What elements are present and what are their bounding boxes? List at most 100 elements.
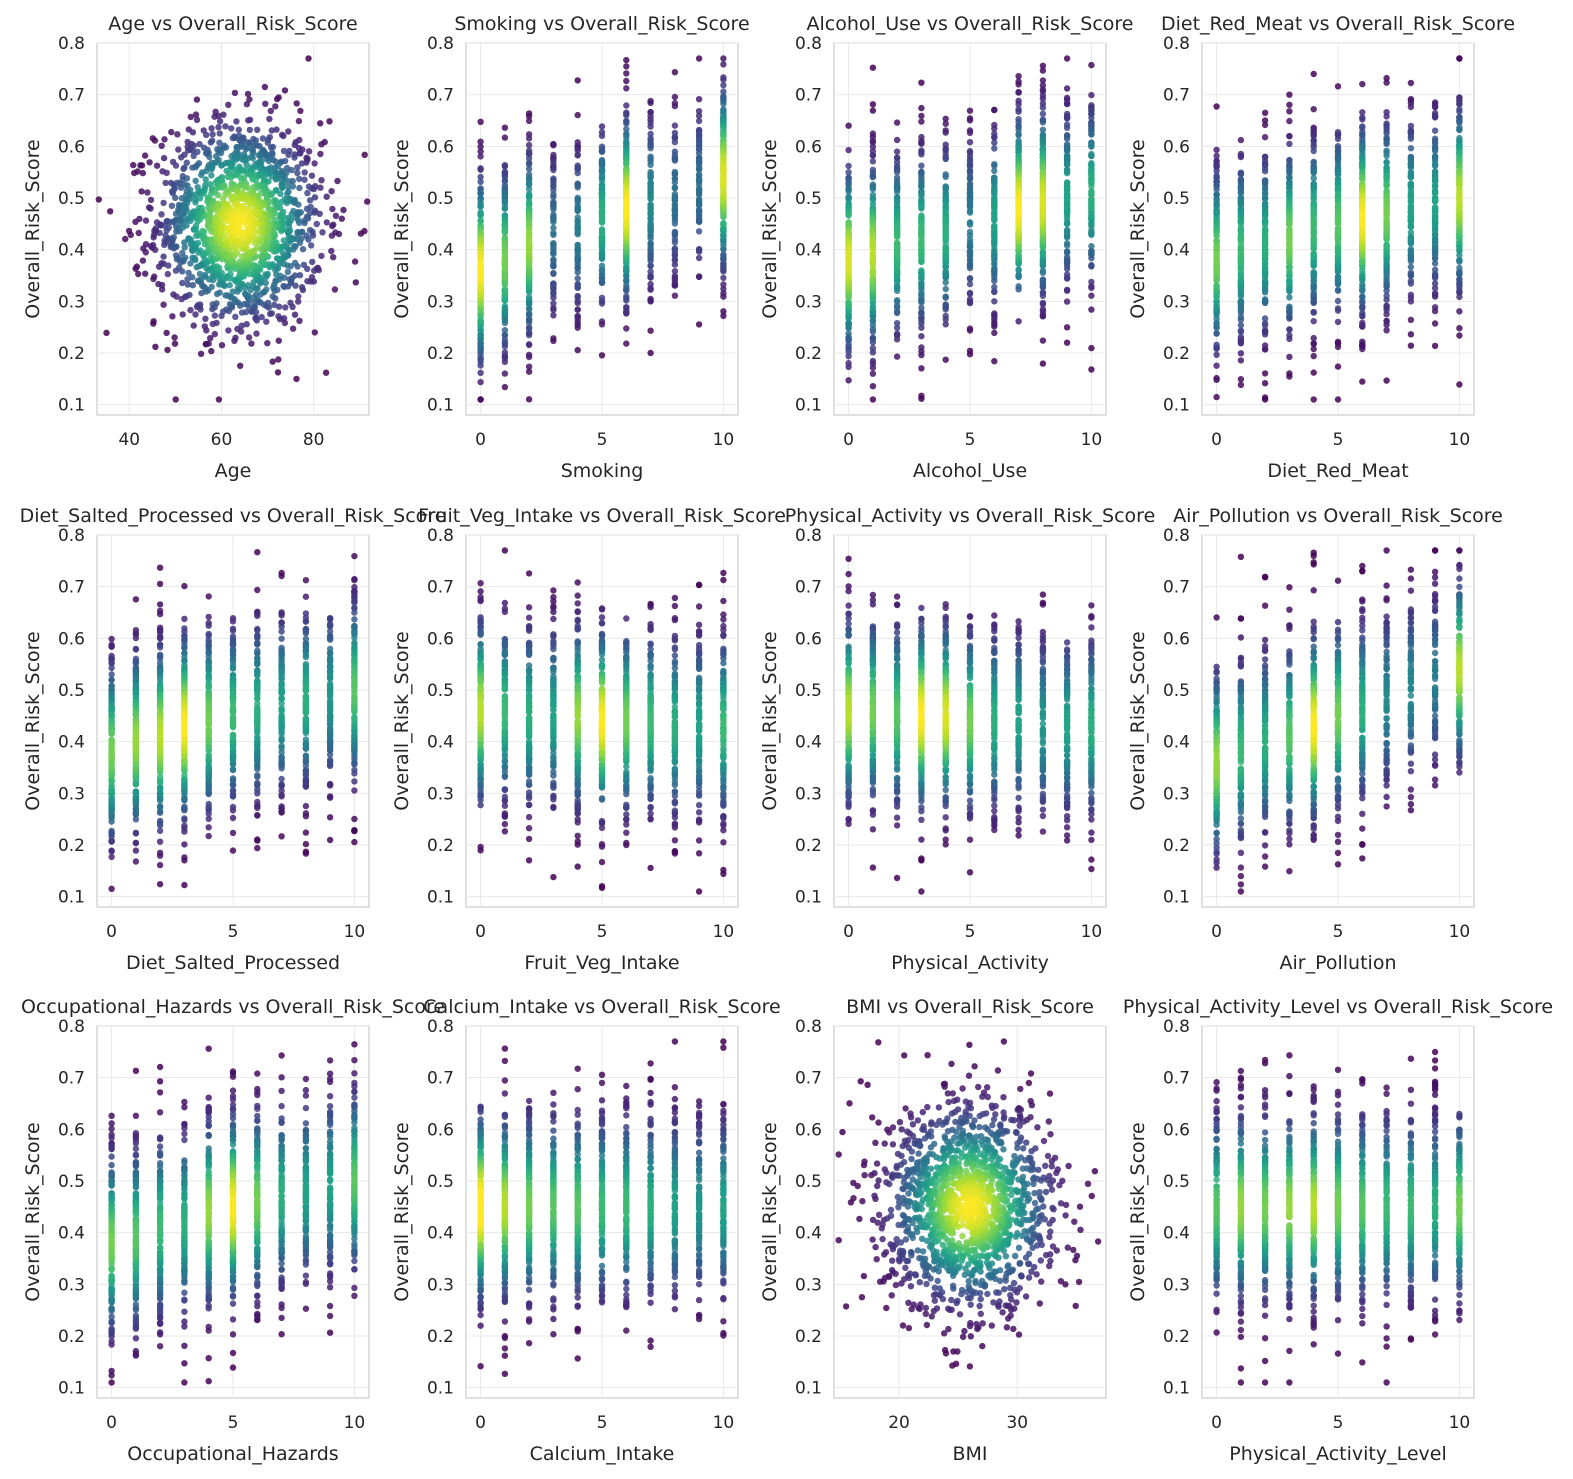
scatter-point: [307, 242, 315, 249]
scatter-point: [1039, 360, 1047, 367]
scatter-point: [720, 76, 727, 83]
subplot-title: Age vs Overall_Risk_Score: [108, 13, 357, 35]
scatter-point: [275, 313, 282, 320]
scatter-point: [203, 167, 210, 175]
y-tick-label: 0.8: [427, 34, 454, 54]
scatter-point: [242, 290, 249, 297]
scatter-point: [966, 347, 974, 354]
scatter-point: [966, 129, 974, 136]
scatter-point: [162, 179, 169, 187]
scatter-point: [1286, 370, 1293, 377]
y-tick-label: 0.8: [795, 34, 822, 54]
scatter-point: [306, 226, 314, 234]
scatter-point: [1063, 298, 1071, 305]
scatter-point: [296, 317, 303, 324]
scatter-point: [202, 176, 209, 183]
scatter-point: [1286, 353, 1293, 361]
scatter-point: [235, 219, 243, 226]
scatter-point: [720, 100, 727, 108]
scatter-point: [160, 154, 168, 162]
scatter-point: [329, 205, 336, 213]
scatter-point: [305, 148, 313, 155]
scatter-point: [966, 221, 974, 228]
scatter-point: [308, 172, 316, 179]
scatter-point: [218, 342, 226, 349]
scatter-point: [1088, 261, 1095, 269]
scatter-point: [991, 358, 998, 365]
scatter-point: [1286, 101, 1293, 109]
scatter-point: [550, 240, 557, 247]
scatter-point: [623, 340, 630, 347]
scatter-point: [277, 190, 284, 197]
x-tick-label: 0: [475, 430, 486, 450]
scatter-point: [279, 184, 286, 192]
scatter-point: [1407, 145, 1415, 152]
scatter-point: [130, 161, 137, 169]
scatter-point: [242, 308, 250, 316]
scatter-point: [525, 165, 533, 173]
scatter-point: [1359, 80, 1366, 88]
scatter-point: [942, 356, 949, 363]
y-tick-label: 0.8: [1163, 34, 1190, 54]
x-axis-label: Smoking: [561, 460, 644, 482]
scatter-point: [991, 106, 998, 114]
scatter-point: [214, 191, 222, 199]
scatter-point: [301, 176, 308, 183]
y-tick-label: 0.3: [427, 292, 454, 312]
scatter-point: [151, 273, 158, 280]
scatter-point: [1359, 293, 1366, 300]
scatter-point: [285, 128, 292, 135]
scatter-point: [164, 346, 171, 354]
scatter-point: [647, 280, 654, 288]
scatter-point: [1407, 269, 1415, 276]
scatter-point: [1383, 113, 1390, 120]
scatter-point: [918, 234, 925, 241]
x-tick-label: 10: [713, 430, 735, 450]
scatter-point: [192, 164, 199, 171]
scatter-point: [273, 95, 281, 103]
scatter-point: [695, 273, 703, 280]
scatter-point: [1213, 393, 1220, 401]
scatter-point: [623, 56, 630, 64]
scatter-point: [208, 125, 215, 132]
scatter-point: [893, 330, 901, 337]
scatter-point: [1431, 266, 1439, 273]
scatter-point: [845, 212, 852, 219]
scatter-point: [160, 301, 167, 308]
scatter-point: [304, 189, 311, 197]
scatter-point: [695, 55, 703, 62]
scatter-point: [918, 365, 925, 372]
scatter-point: [293, 375, 300, 383]
scatter-point: [1213, 374, 1220, 382]
y-tick-label: 0.6: [795, 137, 822, 157]
scatter-point: [229, 288, 236, 295]
scatter-point: [268, 173, 276, 180]
scatter-point: [966, 228, 974, 236]
scatter-point: [1237, 322, 1245, 329]
scatter-point: [918, 267, 925, 274]
scatter-point: [1063, 248, 1071, 255]
scatter-point: [1063, 124, 1071, 131]
scatter-point: [893, 320, 901, 327]
scatter-point: [501, 370, 509, 377]
scatter-point: [262, 271, 269, 278]
scatter-point: [168, 128, 175, 136]
scatter-point: [190, 142, 198, 149]
x-tick-label: 40: [118, 430, 140, 450]
scatter-point: [216, 139, 223, 146]
scatter-point: [477, 369, 484, 376]
scatter-point: [550, 269, 557, 277]
scatter-point: [197, 350, 205, 357]
scatter-point: [287, 299, 294, 306]
scatter-point: [181, 244, 188, 251]
scatter-point: [1063, 240, 1071, 247]
scatter-point: [203, 131, 210, 139]
scatter-point: [623, 325, 630, 332]
scatter-point: [869, 334, 877, 341]
scatter-point: [1456, 381, 1463, 388]
scatter-point: [299, 246, 307, 253]
scatter-point: [231, 89, 239, 97]
y-tick-label: 0.5: [795, 189, 822, 209]
scatter-point: [1407, 342, 1415, 349]
